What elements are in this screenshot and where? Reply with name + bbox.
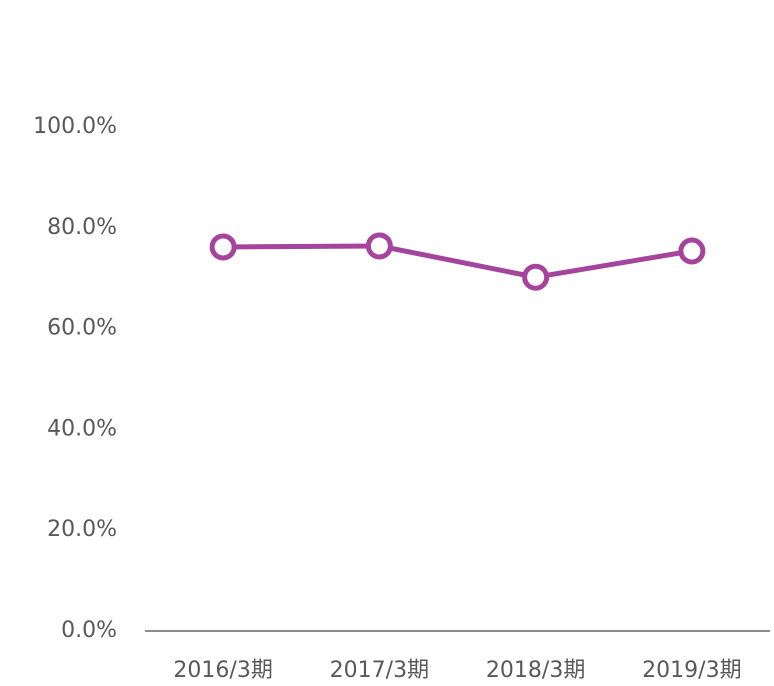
y-tick-label: 20.0% <box>47 517 117 542</box>
marker <box>678 237 706 265</box>
y-tick-label: 80.0% <box>47 215 117 240</box>
x-tick-label: 2017/3期 <box>330 658 429 683</box>
x-tick-label: 2019/3期 <box>642 658 741 683</box>
x-tick-label: 2018/3期 <box>486 658 585 683</box>
y-tick-label: 0.0% <box>61 618 117 643</box>
y-tick-label: 40.0% <box>47 416 117 441</box>
marker <box>522 263 550 291</box>
y-tick-label: 60.0% <box>47 316 117 341</box>
line <box>223 243 693 280</box>
marker <box>365 232 393 260</box>
x-tick-label: 2016/3期 <box>173 658 272 683</box>
marker <box>209 233 237 261</box>
y-tick-label: 100.0% <box>33 114 117 139</box>
